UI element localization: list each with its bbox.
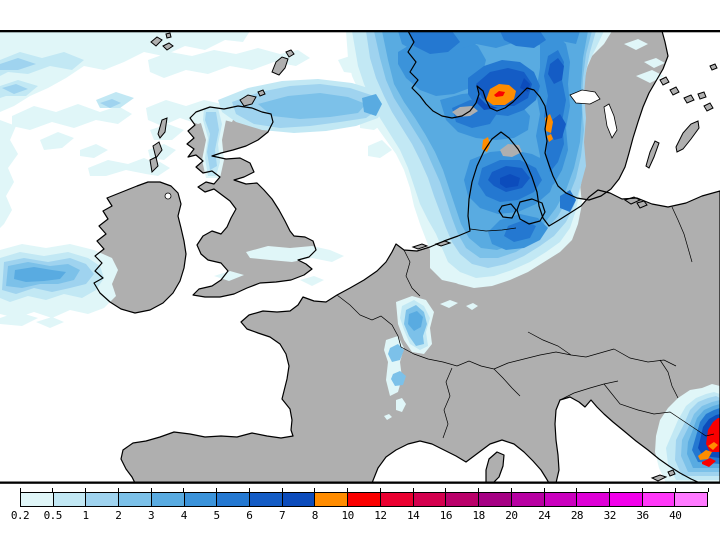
precip-contour	[388, 344, 406, 386]
color-scale-legend	[20, 492, 708, 507]
precip-contour	[408, 311, 423, 331]
legend-cell	[52, 493, 86, 506]
legend-cell	[379, 493, 413, 506]
legend-tick-label: 2	[115, 509, 122, 522]
legend-tick	[19, 488, 21, 492]
legend-cell	[674, 493, 708, 506]
precip-contour	[0, 120, 18, 228]
legend-cell	[641, 493, 675, 506]
legend-tick	[150, 488, 152, 492]
precip-contour	[476, 78, 530, 110]
precip-contour	[548, 58, 566, 140]
legend-tick	[576, 488, 578, 492]
legend-tick-label: 32	[603, 509, 617, 522]
precip-contour	[0, 31, 250, 112]
legend-tick	[183, 488, 185, 492]
small-islands	[149, 32, 718, 482]
legend-cell	[347, 493, 380, 506]
precip-contour	[88, 158, 158, 176]
legend-cell	[543, 493, 577, 506]
legend-tick-label: 18	[472, 509, 486, 522]
legend-tick-label: 5	[213, 509, 221, 522]
legend-cell	[118, 493, 151, 506]
legend-cell	[216, 493, 250, 506]
legend-tick	[674, 488, 676, 492]
legend-cell	[478, 493, 511, 506]
precip-contour	[500, 174, 520, 188]
legend-cell	[608, 493, 642, 506]
legend-tick	[52, 488, 54, 492]
legend-tick-label: 28	[570, 509, 584, 522]
legend-cell	[576, 493, 609, 506]
precip-contour	[338, 54, 392, 158]
legend-cell	[150, 493, 184, 506]
legend-cell	[510, 493, 544, 506]
legend-tick	[117, 488, 119, 492]
legend-tick-label: 4	[180, 509, 188, 522]
legend-tick-label: 10	[341, 509, 354, 522]
lakes	[164, 89, 618, 200]
precip-contour	[545, 114, 553, 142]
legend-tick-label: 7	[279, 509, 286, 522]
legend-tick-label: 0.5	[43, 509, 63, 522]
legend-tick	[85, 488, 87, 492]
legend-cell	[249, 493, 282, 506]
precip-contour	[214, 246, 344, 286]
precip-contour	[258, 93, 366, 119]
legend-cell	[85, 493, 119, 506]
country-borders	[336, 206, 715, 439]
legend-tick	[478, 488, 480, 492]
legend-tick	[707, 488, 709, 492]
legend-tick-label: 16	[439, 509, 453, 522]
legend-tick	[609, 488, 611, 492]
legend-tick-label: 3	[147, 509, 155, 522]
legend-cell	[412, 493, 446, 506]
precip-contour	[494, 91, 505, 97]
precip-contour	[698, 442, 718, 460]
legend-tick	[445, 488, 447, 492]
legend-tick-label: 8	[311, 509, 319, 522]
precip-contour	[624, 39, 665, 83]
legend-tick	[314, 488, 316, 492]
legend-cell	[183, 493, 217, 506]
legend-tick	[248, 488, 250, 492]
legend-cell	[21, 493, 53, 506]
legend-tick-label: 40	[669, 509, 682, 522]
legend-tick-label: 24	[538, 509, 551, 522]
precip-contour	[205, 112, 219, 170]
legend-tick	[543, 488, 545, 492]
legend-tick	[281, 488, 283, 492]
legend-tick	[216, 488, 218, 492]
map-frame	[0, 30, 720, 484]
legend-cell	[281, 493, 315, 506]
legend-tick	[379, 488, 381, 492]
precip-contour	[0, 58, 121, 108]
legend-tick-label: 36	[636, 509, 649, 522]
precip-contour	[362, 94, 382, 116]
legend-tick-label: 1	[82, 509, 89, 522]
precip-contour	[12, 104, 132, 130]
precip-contour	[504, 190, 576, 242]
precip-contour	[702, 418, 720, 467]
legend-tick	[510, 488, 512, 492]
precip-contour	[14, 267, 66, 282]
precip-contour	[148, 48, 310, 78]
precip-contour	[482, 137, 490, 152]
legend-tick	[641, 488, 643, 492]
precip-contour	[0, 52, 134, 108]
legend-tick-label: 0.2	[10, 509, 30, 522]
legend-tick-label: 12	[374, 509, 387, 522]
precip-contour	[40, 132, 108, 158]
legend-cell	[314, 493, 348, 506]
legend-tick	[412, 488, 414, 492]
legend-tick-label: 14	[407, 509, 420, 522]
precip-contour	[146, 100, 238, 176]
legend-tick-label: 20	[505, 509, 518, 522]
legend-tick-label: 6	[246, 509, 253, 522]
precip-contour	[408, 31, 546, 54]
legend-tick	[347, 488, 349, 492]
legend-cell	[445, 493, 479, 506]
